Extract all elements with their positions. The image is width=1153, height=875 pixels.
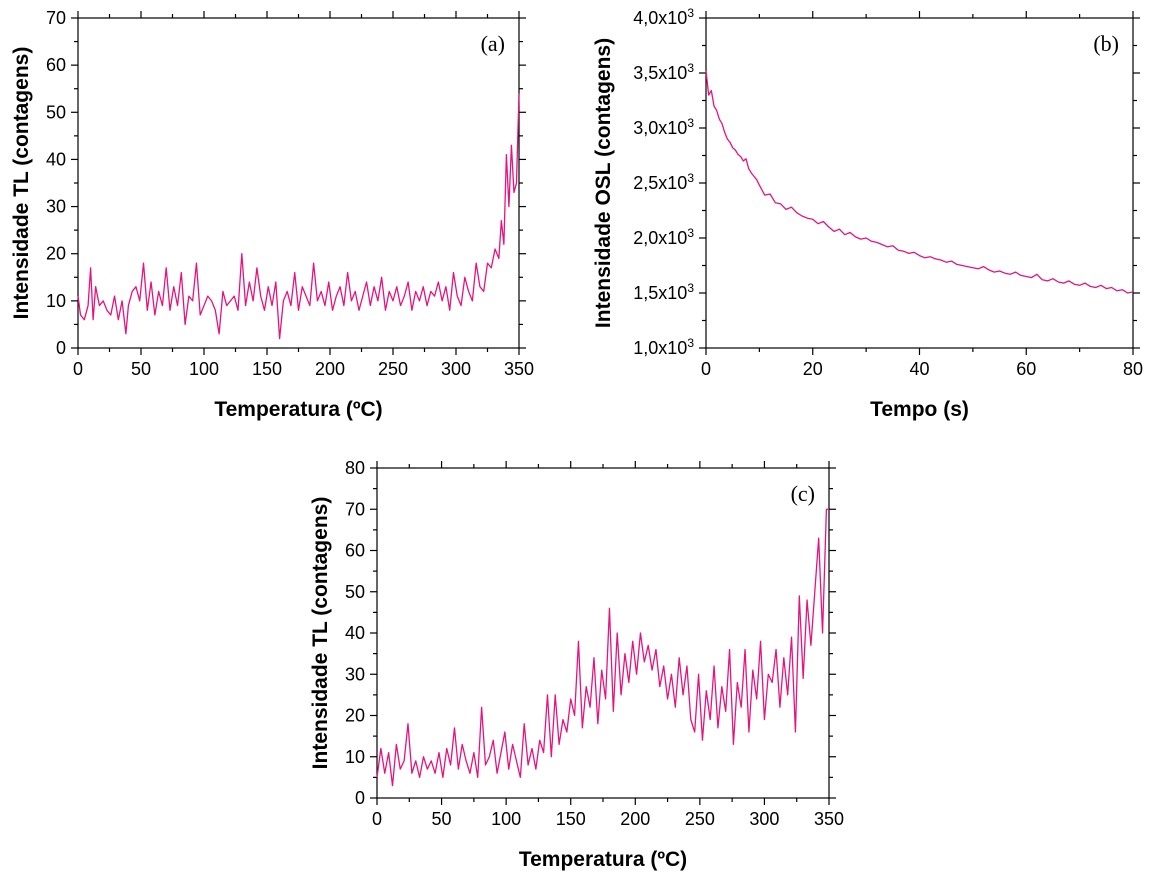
y-tick-label: 1,5x103 bbox=[633, 281, 694, 303]
y-tick-label: 3,5x103 bbox=[633, 61, 694, 83]
x-tick-label: 300 bbox=[749, 809, 779, 829]
y-tick-label: 20 bbox=[46, 244, 66, 264]
x-tick-label: 250 bbox=[685, 809, 715, 829]
x-tick-label: 150 bbox=[556, 809, 586, 829]
x-tick-label: 20 bbox=[803, 359, 823, 379]
x-axis-title: Tempo (s) bbox=[870, 398, 969, 421]
y-tick-label: 10 bbox=[46, 291, 66, 311]
y-tick-label: 0 bbox=[56, 338, 66, 358]
series-line-c bbox=[376, 508, 829, 787]
y-tick-label: 1,0x103 bbox=[633, 336, 694, 358]
x-tick-label: 200 bbox=[620, 809, 650, 829]
y-tick-label: 30 bbox=[345, 664, 365, 684]
y-tick-label: 80 bbox=[345, 458, 365, 478]
y-tick-label: 4,0x103 bbox=[633, 6, 694, 28]
x-tick-label: 0 bbox=[372, 809, 382, 829]
x-tick-label: 50 bbox=[131, 359, 151, 379]
x-tick-label: 80 bbox=[1123, 359, 1143, 379]
x-tick-label: 150 bbox=[252, 359, 282, 379]
y-tick-label: 40 bbox=[46, 149, 66, 169]
y-tick-label: 50 bbox=[345, 582, 365, 602]
x-axis-title: Temperatura (ºC) bbox=[214, 398, 382, 421]
y-tick-label: 3,0x103 bbox=[633, 116, 694, 138]
y-tick-label: 40 bbox=[345, 623, 365, 643]
chart-panel-a: 0 50 100 150 200 250 300 350 0 10 20 30 40 50 60 70 (a) T… bbox=[10, 8, 534, 421]
panel-label: (c) bbox=[791, 481, 815, 506]
panel-label: (b) bbox=[1093, 31, 1119, 56]
y-tick-label: 2,0x103 bbox=[633, 226, 694, 248]
x-tick-label: 350 bbox=[814, 809, 844, 829]
x-tick-label: 300 bbox=[441, 359, 471, 379]
chart-panel-b: 0 20 40 60 80 1,0x103 1,5x103 2,0x103 2,5x103 3,0… bbox=[592, 6, 1143, 421]
y-axis-title: Intensidade TL (contagens) bbox=[309, 497, 332, 770]
series-line-b bbox=[705, 70, 1134, 294]
x-tick-label: 0 bbox=[73, 359, 83, 379]
y-tick-label: 70 bbox=[46, 8, 66, 28]
y-tick-label: 2,5x103 bbox=[633, 171, 694, 193]
y-tick-label: 70 bbox=[345, 499, 365, 519]
x-tick-label: 200 bbox=[315, 359, 345, 379]
x-tick-label: 50 bbox=[432, 809, 452, 829]
x-tick-label: 350 bbox=[504, 359, 534, 379]
plot-frame bbox=[376, 467, 830, 799]
y-tick-label: 0 bbox=[355, 788, 365, 808]
y-axis-title: Intensidade TL (contagens) bbox=[10, 47, 33, 320]
y-tick-label: 20 bbox=[345, 706, 365, 726]
y-tick-label: 60 bbox=[46, 55, 66, 75]
x-tick-label: 60 bbox=[1016, 359, 1036, 379]
x-tick-label: 100 bbox=[189, 359, 219, 379]
y-tick-label: 50 bbox=[46, 102, 66, 122]
x-axis-title: Temperatura (ºC) bbox=[519, 848, 687, 871]
y-tick-label: 60 bbox=[345, 541, 365, 561]
x-tick-label: 0 bbox=[701, 359, 711, 379]
chart-panel-c: 0 50 100 150 200 250 300 350 0 10 20 30 40 50 60 70 80 (c… bbox=[309, 458, 844, 871]
x-tick-label: 100 bbox=[491, 809, 521, 829]
plot-frame bbox=[77, 17, 520, 349]
y-axis-title: Intensidade OSL (contagens) bbox=[592, 38, 615, 328]
panel-label: (a) bbox=[481, 31, 505, 56]
x-tick-label: 40 bbox=[909, 359, 929, 379]
plot-frame bbox=[705, 17, 1134, 349]
x-tick-label: 250 bbox=[378, 359, 408, 379]
series-line-a bbox=[77, 93, 520, 340]
y-tick-label: 30 bbox=[46, 197, 66, 217]
y-tick-label: 10 bbox=[345, 747, 365, 767]
